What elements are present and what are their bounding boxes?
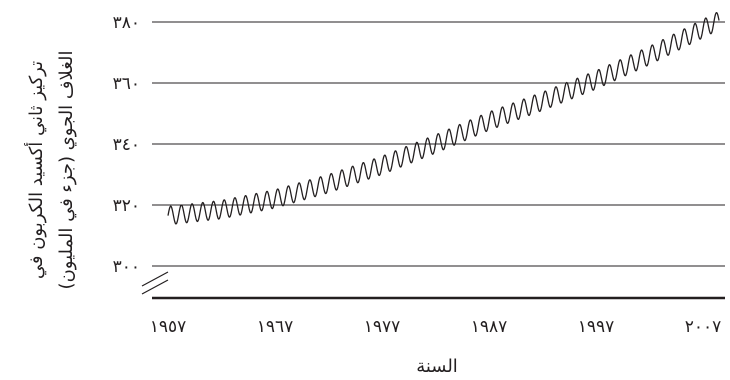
- x-tick-label-1977: ١٩٧٧: [364, 317, 401, 337]
- axes: [141, 271, 725, 300]
- gridlines: [152, 21, 725, 267]
- y-tick-label-320: ٣٢٠: [113, 196, 140, 216]
- y-tick-labels: ٣٠٠ ٣٢٠ ٣٤٠ ٣٦٠ ٣٨٠: [113, 13, 140, 277]
- axis-break-stroke-1: [141, 271, 169, 287]
- x-tick-label-1967: ١٩٦٧: [257, 317, 294, 337]
- y-axis-title-line-1: تركيز ثاني أكسيد الكربون في: [24, 61, 47, 279]
- axis-break-mark: [141, 271, 169, 295]
- y-axis-title-line-2: الغلاف الجوي (جزء في المليون): [56, 51, 77, 290]
- x-tick-label-2007: ٢٠٠٧: [685, 317, 722, 337]
- y-tick-label-380: ٣٨٠: [113, 13, 140, 33]
- y-tick-label-360: ٣٦٠: [113, 74, 140, 94]
- y-tick-label-300: ٣٠٠: [113, 257, 140, 277]
- series-layer: [167, 12, 720, 225]
- series-line-0: [167, 12, 720, 225]
- axis-break-stroke-2: [141, 279, 169, 295]
- y-axis-title: تركيز ثاني أكسيد الكربون في الغلاف الجوي…: [24, 51, 77, 290]
- x-tick-label-1987: ١٩٨٧: [471, 317, 508, 337]
- x-tick-labels: ١٩٥٧ ١٩٦٧ ١٩٧٧ ١٩٨٧ ١٩٩٧ ٢٠٠٧: [150, 317, 722, 337]
- x-tick-label-1997: ١٩٩٧: [578, 317, 615, 337]
- x-axis-title: السنة: [416, 356, 458, 377]
- x-tick-label-1957: ١٩٥٧: [150, 317, 187, 337]
- y-tick-label-340: ٣٤٠: [113, 135, 140, 155]
